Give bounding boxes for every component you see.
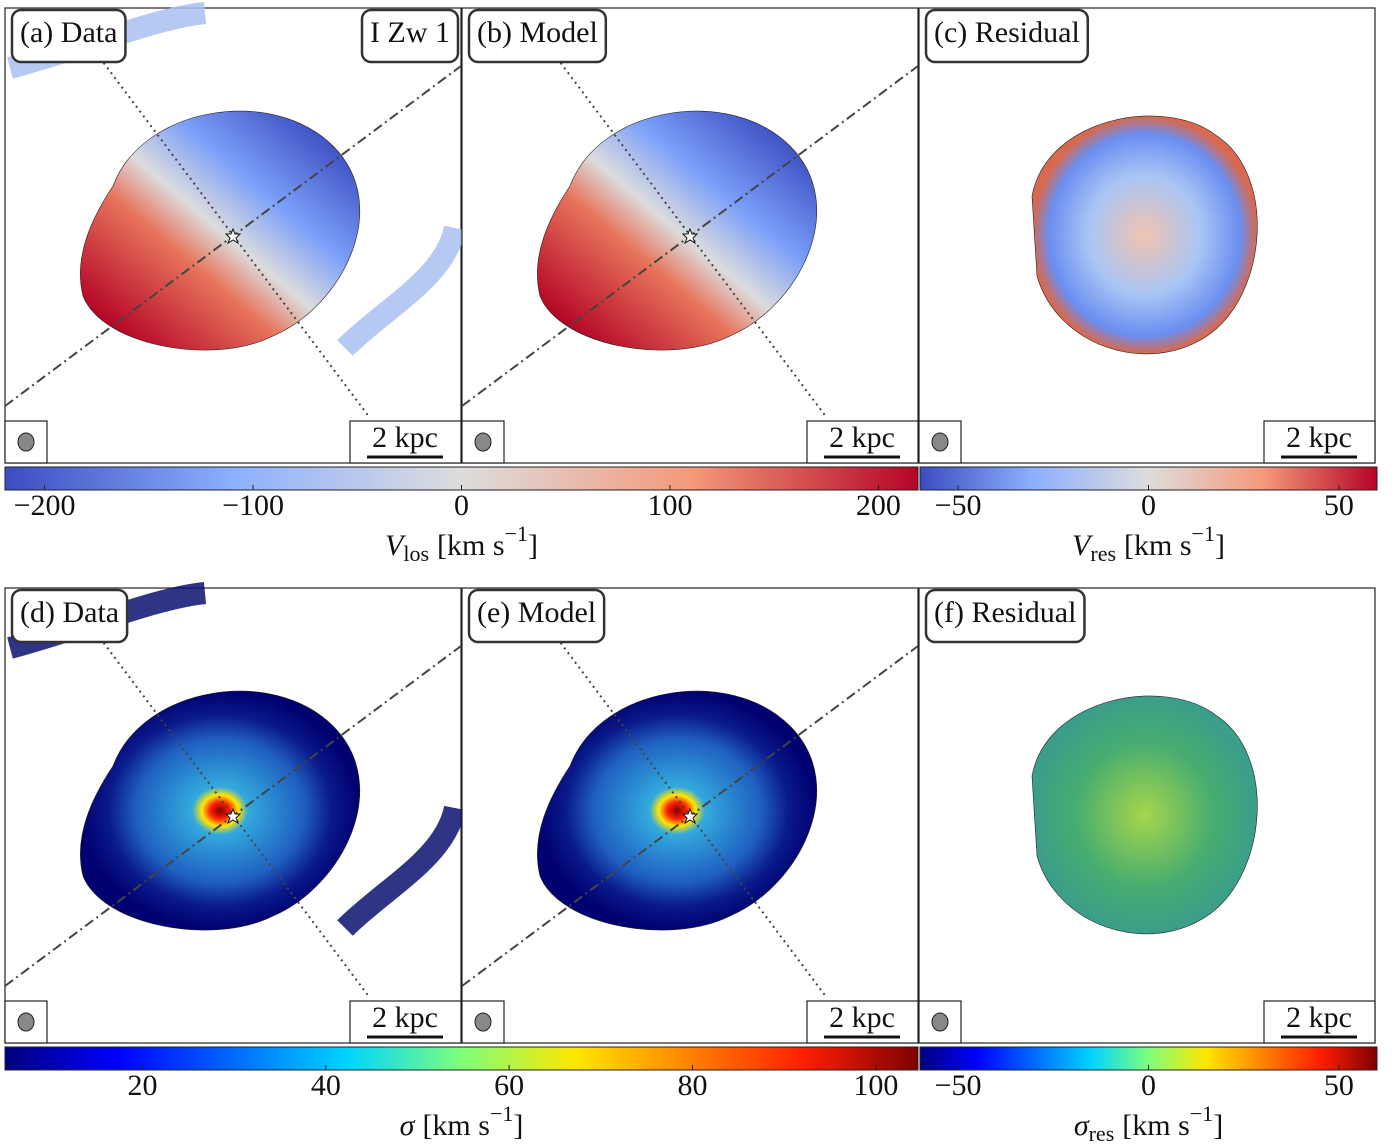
colorbar-tick-label: 60 (494, 1069, 524, 1102)
annotation: I Zw 1 (370, 16, 450, 49)
label-symbol: σ (1074, 1109, 1090, 1142)
label-close: ] (513, 1109, 523, 1142)
colorbar-label: σres [km s−1] (1074, 1101, 1223, 1144)
scale-bar-label: 2 kpc (1286, 1001, 1352, 1034)
center-star (681, 227, 699, 245)
label-unit: [km s (437, 529, 505, 562)
colorbar-tick-label: −200 (14, 489, 76, 522)
map-emission (1031, 695, 1258, 935)
label-unit: [km s (422, 1109, 490, 1142)
label-unit: [km s (1124, 529, 1192, 562)
panel-label-box (467, 588, 606, 644)
colorbar-tick-label: −100 (222, 489, 284, 522)
colorbar-tick-label: 100 (853, 1069, 898, 1102)
colorbar-tick-label: 0 (1141, 1069, 1156, 1102)
map-emission (80, 690, 360, 931)
panel-label-box (10, 8, 127, 64)
panel-label-box (467, 8, 608, 64)
scale-bar-label: 2 kpc (1286, 421, 1352, 454)
panel-label: (d) Data (20, 596, 119, 629)
label-superscript: −1 (1192, 521, 1215, 546)
label-symbol: V (385, 529, 407, 562)
colorbar-label: Vres [km s−1] (1072, 521, 1225, 566)
label-superscript: −1 (490, 1101, 513, 1126)
label-superscript: −1 (1190, 1101, 1213, 1126)
panel-label-box (924, 8, 1090, 64)
label-close: ] (1213, 1109, 1223, 1142)
panel-label: (a) Data (20, 16, 117, 49)
scale-bar-label: 2 kpc (372, 1001, 438, 1034)
scale-bar-label: 2 kpc (829, 1001, 895, 1034)
colorbar-tick-label: −50 (935, 1069, 982, 1102)
colorbar-tick-label: 50 (1324, 489, 1354, 522)
panel-label-box (924, 588, 1086, 644)
beam (931, 432, 949, 452)
colorbar-tick-label: 50 (1324, 1069, 1354, 1102)
label-symbol: V (1072, 529, 1094, 562)
map-emission (537, 110, 817, 351)
beam (474, 432, 492, 452)
colorbar-label: σ [km s−1] (400, 1101, 524, 1142)
panel-label: (b) Model (477, 16, 598, 49)
beam (17, 1012, 35, 1032)
map-emission (1031, 115, 1258, 355)
label-superscript: −1 (505, 521, 528, 546)
colorbar-tick-label: 40 (311, 1069, 341, 1102)
colorbar-tick-label: −50 (935, 489, 982, 522)
annotation-box (360, 8, 460, 64)
panel-label-box (10, 588, 129, 644)
center-star (681, 807, 699, 825)
map-emission (537, 690, 817, 931)
colorbar-tick-label: 100 (647, 489, 692, 522)
center-star (224, 807, 242, 825)
label-unit: [km s (1122, 1109, 1190, 1142)
colorbar-label: Vlos [km s−1] (385, 521, 538, 566)
beam (17, 432, 35, 452)
map-emission (80, 110, 360, 351)
beam-box (918, 1000, 962, 1044)
panel-label: (c) Residual (934, 16, 1080, 49)
label-close: ] (1215, 529, 1225, 562)
label-subscript: los (403, 541, 429, 566)
colorbar-tick-label: 0 (1141, 489, 1156, 522)
colorbar-tick-label: 20 (128, 1069, 158, 1102)
label-symbol: σ (400, 1109, 416, 1142)
label-subscript: res (1090, 541, 1116, 566)
colorbar-tick-label: 200 (856, 489, 901, 522)
label-subscript: res (1089, 1121, 1115, 1144)
beam (474, 1012, 492, 1032)
panel-label: (f) Residual (934, 596, 1076, 629)
center-star (224, 227, 242, 245)
panel-label: (e) Model (477, 596, 596, 629)
scale-bar-label: 2 kpc (829, 421, 895, 454)
beam (931, 1012, 949, 1032)
colorbar (4, 1046, 919, 1071)
colorbar-tick-label: 80 (678, 1069, 708, 1102)
scale-bar-label: 2 kpc (372, 421, 438, 454)
label-close: ] (528, 529, 538, 562)
colorbar-tick-label: 0 (454, 489, 469, 522)
